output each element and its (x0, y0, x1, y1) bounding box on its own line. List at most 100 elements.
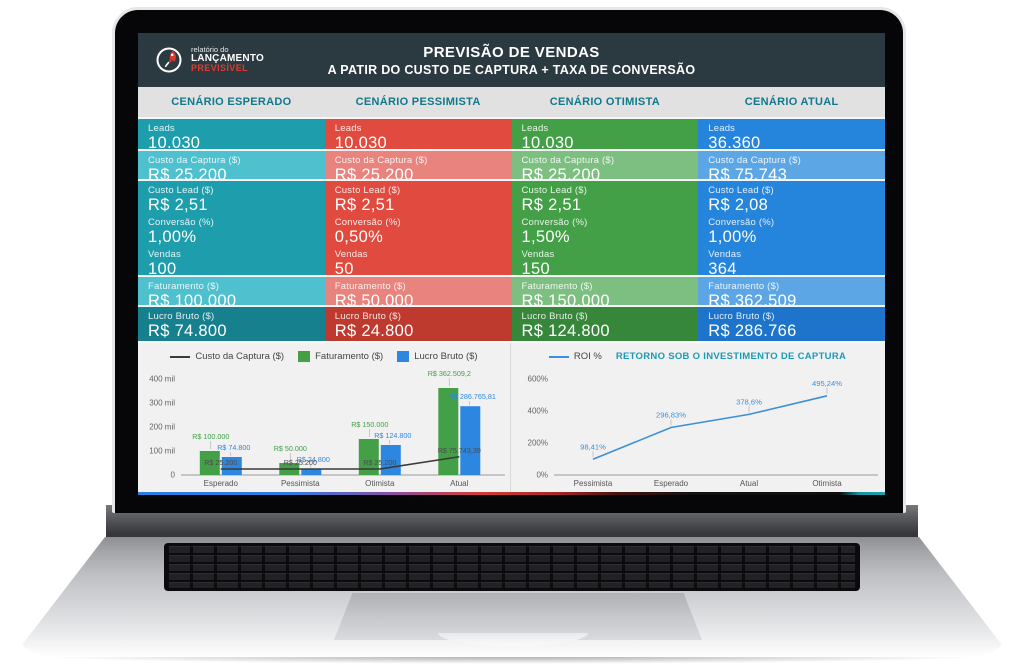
metric-label: Leads (708, 123, 736, 134)
legend-item-custo-captura: Custo da Captura ($) (170, 351, 284, 362)
metric-value: R$ 75.743 (708, 166, 788, 179)
roi-chart-svg: 0% 200% 400% 600% Pessimista Esperado Atual Oti… (528, 375, 878, 488)
metric-label: Leads (334, 123, 362, 134)
metric-label: Faturamento ($) (148, 281, 220, 292)
metric-label: Vendas (708, 249, 742, 260)
legend-label: Faturamento ($) (315, 351, 384, 362)
svg-text:0%: 0% (536, 471, 548, 480)
svg-text:0: 0 (171, 471, 176, 480)
metric-cell: Custo da Captura ($) R$ 25.200 (324, 151, 512, 179)
legend-label: Custo da Captura ($) (195, 351, 285, 362)
metric-value: R$ 286.766 (708, 322, 797, 340)
blue-line-swatch-icon (548, 355, 569, 358)
svg-text:378,6%: 378,6% (736, 397, 762, 406)
bar-chart: 0 100 mil 200 mil 300 mil 400 mil Esperado Pes… (141, 369, 507, 495)
blue-square-icon (397, 351, 410, 362)
metric-label: Conversão (%) (521, 217, 588, 228)
metric-label: Leads (521, 123, 549, 134)
metric-label: Faturamento ($) (521, 281, 593, 292)
charts-section: Custo da Captura ($) Faturamento ($) Luc… (138, 341, 885, 492)
bar-chart-svg: 0 100 mil 200 mil 300 mil 400 mil Esperado Pes… (149, 369, 505, 488)
metric-label: Vendas (521, 249, 555, 260)
roi-chart: 0% 200% 400% 600% Pessimista Esperado Atual Oti… (514, 369, 880, 495)
metric-value: 36.360 (708, 134, 761, 149)
metric-cell: Custo Lead ($) R$ 2,51 (138, 181, 325, 213)
metric-cell: Faturamento ($) R$ 100.000 (138, 277, 325, 305)
metric-value: R$ 74.800 (148, 322, 227, 340)
brand-line-3: PREVISÍVEL (191, 63, 249, 74)
scenario-column-esperado: Leads 10.030 Custo da Captura ($) R$ 25.20… (138, 119, 325, 341)
metric-cell: Conversão (%) 1,50% (511, 213, 699, 245)
metric-label: Lucro Bruto ($) (148, 311, 215, 322)
metric-label: Lucro Bruto ($) (708, 311, 775, 322)
metric-value: 1,00% (148, 228, 197, 245)
metric-label: Lucro Bruto ($) (521, 311, 588, 322)
svg-text:R$ 24.800: R$ 24.800 (297, 455, 330, 464)
metric-label: Conversão (%) (334, 217, 401, 228)
metric-label: Custo Lead ($) (521, 185, 588, 196)
dashboard: relatório do LANÇAMENTO PREVISÍVEL PREVI… (138, 33, 885, 495)
svg-text:R$ 75.743,39: R$ 75.743,39 (438, 446, 481, 455)
metric-value: R$ 362.509 (708, 292, 797, 305)
svg-text:Esperado: Esperado (654, 479, 689, 488)
metric-cell: Custo Lead ($) R$ 2,51 (324, 181, 512, 213)
legend-label: ROI % (573, 351, 602, 362)
svg-text:495,24%: 495,24% (812, 379, 842, 388)
metric-cell: Faturamento ($) R$ 362.509 (698, 277, 885, 305)
trackpad (334, 593, 702, 640)
svg-text:200 mil: 200 mil (149, 423, 175, 432)
metric-value: 364 (708, 260, 737, 275)
rocket-icon (156, 47, 182, 73)
metric-value: R$ 25.200 (334, 166, 414, 179)
metric-cell: Conversão (%) 0,50% (324, 213, 512, 245)
bar-chart-legend: Custo da Captura ($) Faturamento ($) Luc… (138, 343, 510, 363)
metric-cell: Vendas 150 (511, 245, 699, 275)
svg-text:Esperado: Esperado (204, 479, 239, 488)
svg-text:200%: 200% (528, 439, 548, 448)
scenario-header-atual: CENÁRIO ATUAL (744, 96, 839, 108)
svg-text:400%: 400% (528, 407, 548, 416)
laptop-base (21, 537, 1003, 657)
dashboard-header: relatório do LANÇAMENTO PREVISÍVEL PREVI… (138, 33, 885, 87)
metric-value: R$ 2,08 (708, 196, 769, 213)
metric-value: R$ 25.200 (521, 166, 601, 179)
metric-cell: Leads 10.030 (324, 119, 512, 149)
metric-cell: Custo da Captura ($) R$ 25.200 (138, 151, 325, 179)
svg-text:400 mil: 400 mil (149, 375, 175, 384)
metric-cell: Leads 36.360 (698, 119, 885, 149)
metric-cell: Lucro Bruto ($) R$ 286.766 (698, 307, 885, 341)
line-swatch-icon (170, 355, 191, 358)
svg-text:Otimista: Otimista (812, 479, 842, 488)
keyboard (164, 543, 860, 591)
metric-label: Custo Lead ($) (148, 185, 214, 196)
svg-text:R$ 362.509,2: R$ 362.509,2 (428, 369, 471, 378)
metric-value: R$ 50.000 (334, 292, 414, 305)
scenario-header-otimista: CENÁRIO OTIMISTA (549, 96, 661, 108)
svg-text:600%: 600% (528, 375, 548, 384)
metric-cell: Lucro Bruto ($) R$ 74.800 (138, 307, 325, 341)
metric-cell: Custo Lead ($) R$ 2,51 (511, 181, 699, 213)
metric-value: R$ 2,51 (521, 196, 582, 213)
metric-cell: Lucro Bruto ($) R$ 124.800 (511, 307, 699, 341)
green-square-icon (298, 351, 311, 362)
metric-label: Custo da Captura ($) (708, 155, 801, 166)
roi-chart-legend: ROI % RETORNO SOB O INVESTIMENTO DE CAPT… (511, 343, 884, 363)
metric-cell: Leads 10.030 (511, 119, 699, 149)
svg-text:R$ 74.800: R$ 74.800 (217, 443, 250, 452)
brand-line-2: LANÇAMENTO (191, 53, 264, 65)
svg-text:Pessimista: Pessimista (574, 479, 613, 488)
svg-text:R$ 100.000: R$ 100.000 (192, 432, 229, 441)
svg-text:R$ 124.800: R$ 124.800 (374, 431, 411, 440)
metric-value: 100 (148, 260, 177, 275)
metric-cell: Vendas 50 (324, 245, 512, 275)
metric-label: Conversão (%) (708, 217, 775, 228)
metric-cell: Custo Lead ($) R$ 2,08 (698, 181, 885, 213)
metric-cell: Faturamento ($) R$ 150.000 (511, 277, 699, 305)
scenario-column-pessimista: Leads 10.030 Custo da Captura ($) R$ 25.20… (324, 119, 512, 341)
metric-value: R$ 100.000 (148, 292, 237, 305)
roi-chart-title: RETORNO SOB O INVESTIMENTO DE CAPTURA (615, 351, 847, 362)
metric-cell: Leads 10.030 (138, 119, 325, 149)
metric-label: Custo da Captura ($) (334, 155, 428, 166)
metric-cell: Faturamento ($) R$ 50.000 (324, 277, 512, 305)
